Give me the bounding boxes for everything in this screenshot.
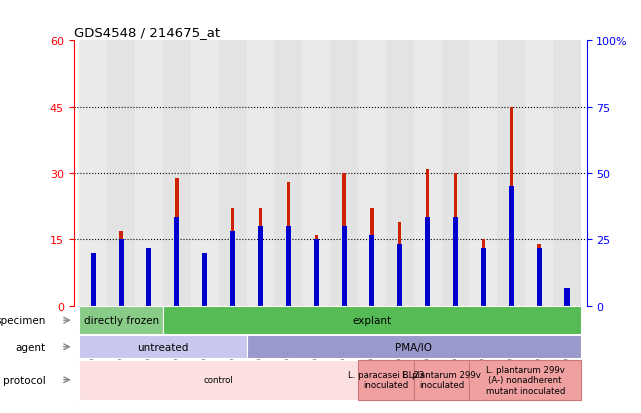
Bar (247, 41, 274, 306)
Bar (79, 360, 358, 400)
Text: untreated: untreated (137, 342, 188, 352)
Bar (565, 288, 569, 306)
Bar (287, 183, 290, 306)
Bar (342, 227, 347, 306)
Bar (286, 227, 291, 306)
Bar (397, 244, 403, 306)
Text: agent: agent (15, 342, 46, 352)
Bar (313, 240, 319, 306)
Bar (425, 218, 430, 306)
Bar (386, 41, 413, 306)
Bar (525, 41, 553, 306)
Bar (481, 249, 486, 306)
Bar (79, 335, 247, 358)
Bar (413, 41, 442, 306)
Bar (497, 41, 525, 306)
Text: L. plantarum 299v
inoculated: L. plantarum 299v inoculated (402, 370, 481, 389)
Bar (426, 169, 429, 306)
Bar (230, 231, 235, 306)
Bar (413, 360, 469, 400)
Bar (191, 41, 219, 306)
Bar (303, 41, 330, 306)
Bar (453, 218, 458, 306)
Bar (274, 41, 303, 306)
Bar (442, 41, 469, 306)
Bar (258, 227, 263, 306)
Text: L. paracasei BL23
inoculated: L. paracasei BL23 inoculated (347, 370, 424, 389)
Bar (203, 262, 206, 306)
Bar (119, 231, 123, 306)
Bar (119, 240, 124, 306)
Bar (537, 244, 541, 306)
Bar (330, 41, 358, 306)
Bar (565, 293, 569, 306)
Text: protocol: protocol (3, 375, 46, 385)
Bar (107, 41, 135, 306)
Bar (469, 360, 581, 400)
Text: L. plantarum 299v
(A-) nonadherent
mutant inoculated: L. plantarum 299v (A-) nonadherent mutan… (485, 365, 565, 395)
Bar (537, 249, 542, 306)
Bar (92, 258, 95, 306)
Bar (91, 253, 96, 306)
Bar (79, 306, 163, 334)
Text: GDS4548 / 214675_at: GDS4548 / 214675_at (74, 26, 220, 39)
Bar (358, 41, 386, 306)
Bar (553, 41, 581, 306)
Text: control: control (204, 375, 233, 385)
Bar (482, 240, 485, 306)
Text: specimen: specimen (0, 316, 46, 325)
Bar (231, 209, 234, 306)
Bar (247, 335, 581, 358)
Bar (174, 218, 179, 306)
Text: PMA/IO: PMA/IO (395, 342, 432, 352)
Bar (135, 41, 163, 306)
Bar (398, 222, 401, 306)
Bar (163, 41, 191, 306)
Bar (358, 360, 413, 400)
Bar (369, 235, 374, 306)
Bar (163, 306, 581, 334)
Bar (79, 41, 107, 306)
Bar (370, 209, 374, 306)
Bar (146, 249, 151, 306)
Text: directly frozen: directly frozen (83, 316, 159, 325)
Text: explant: explant (353, 316, 392, 325)
Bar (469, 41, 497, 306)
Bar (454, 174, 457, 306)
Bar (219, 41, 247, 306)
Bar (259, 209, 262, 306)
Bar (147, 253, 151, 306)
Bar (315, 235, 318, 306)
Bar (175, 178, 178, 306)
Bar (510, 107, 513, 306)
Bar (202, 253, 207, 306)
Bar (509, 187, 514, 306)
Bar (342, 174, 345, 306)
